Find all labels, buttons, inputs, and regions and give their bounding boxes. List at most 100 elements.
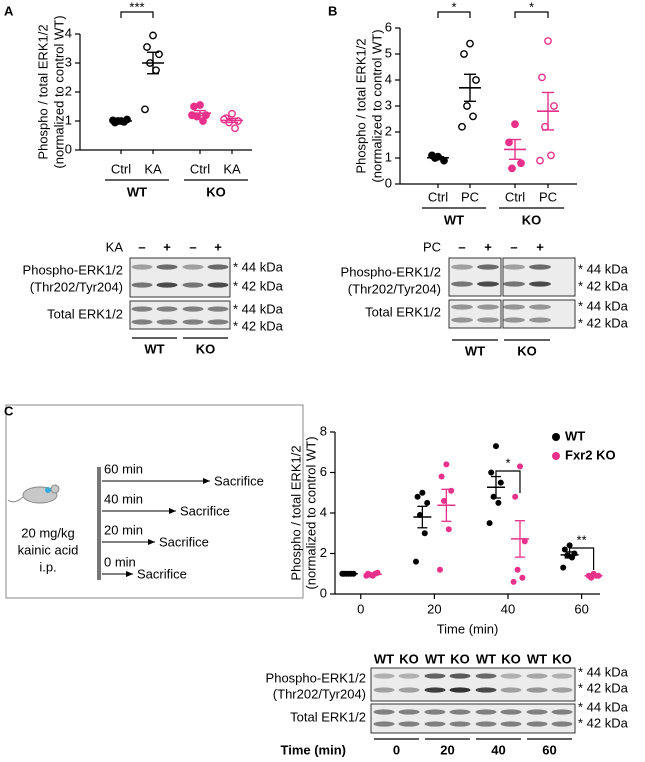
blot-band: [475, 687, 497, 693]
blot-band: [477, 304, 499, 310]
blot-image: [370, 703, 576, 734]
blot-band: [526, 721, 548, 727]
data-point: [143, 43, 151, 51]
group-label: WT: [127, 184, 147, 199]
blot-band: [477, 264, 499, 270]
blot-image: [502, 257, 576, 297]
size-label: * 44 kDa: [578, 664, 629, 679]
blot-image: [129, 300, 231, 330]
data-point: [424, 499, 431, 506]
blot-band: [500, 721, 522, 727]
blot-band: [526, 687, 548, 693]
y-axis-label: Phospho / total ERK1/2: [288, 445, 303, 580]
data-point: [544, 37, 552, 45]
step-time: 20 min: [104, 522, 143, 537]
data-point: [538, 73, 546, 82]
treatment-label: PC: [423, 239, 441, 254]
size-label: * 42 kDa: [233, 318, 284, 333]
legend-marker: [552, 452, 560, 460]
lane-label: –: [458, 239, 465, 254]
data-point: [228, 109, 236, 118]
step-label: Sacrifice: [180, 503, 230, 518]
blot-band: [156, 282, 178, 288]
blot-band: [131, 264, 153, 270]
data-point: [511, 120, 519, 129]
group-label: KO: [206, 184, 226, 199]
diagram-frame: [5, 404, 304, 599]
y-tick-label: 0: [385, 175, 392, 190]
data-point: [512, 493, 519, 500]
lane-label: +: [536, 239, 544, 254]
x-tick-label: 60: [574, 601, 588, 616]
blot-band: [424, 709, 446, 715]
legend-marker: [552, 433, 560, 441]
size-label: * 42 kDa: [578, 680, 629, 695]
blot-band: [156, 264, 178, 270]
y-axis-label: (normalized to control WT): [51, 15, 66, 168]
y-axis-label: (normalized to control WT): [303, 436, 318, 589]
blot-band: [551, 673, 573, 679]
blot-band: [182, 282, 204, 288]
data-point: [460, 50, 468, 58]
blot-band: [373, 709, 395, 715]
group-label: KO: [522, 212, 542, 227]
y-tick-label: 4: [385, 71, 392, 86]
dose-label: i.p.: [39, 559, 56, 574]
blot-band: [207, 306, 229, 312]
data-point: [231, 124, 239, 133]
significance-bracket: [437, 11, 471, 18]
blot-band: [131, 306, 153, 312]
y-axis-label: Phospho / total ERK1/2: [353, 38, 368, 173]
data-point: [517, 159, 525, 168]
data-point: [199, 117, 207, 125]
x-tick-label: 40: [501, 601, 515, 616]
lane-label: –: [189, 239, 196, 254]
blot-band: [526, 709, 548, 715]
blot-band: [500, 687, 522, 693]
group-label: WT: [444, 212, 464, 227]
data-point: [152, 66, 160, 75]
lane-label: KO: [552, 651, 572, 666]
dose-label: kainic acid: [18, 542, 79, 557]
lane-label: WT: [476, 651, 496, 666]
blot-axis-label: Time (min): [281, 742, 347, 757]
time-bar: [97, 467, 101, 580]
y-tick-label: 2: [320, 545, 327, 560]
significance-label: ***: [129, 0, 144, 14]
blot-band: [398, 687, 420, 693]
lane-label: +: [163, 239, 171, 254]
size-label: * 42 kDa: [578, 715, 629, 730]
blot-band: [424, 687, 446, 693]
x-tick-label: 0: [357, 601, 364, 616]
data-point: [492, 443, 499, 450]
data-point: [536, 156, 544, 165]
blot-band: [503, 281, 525, 287]
blot-band: [182, 306, 204, 312]
y-tick-label: 2: [65, 83, 72, 98]
blot-band: [449, 721, 471, 727]
data-point: [508, 164, 516, 173]
data-point: [440, 497, 447, 504]
y-tick-label: 1: [385, 149, 392, 164]
y-tick-label: 1: [65, 112, 72, 127]
data-point: [421, 530, 428, 537]
blot-band: [529, 264, 551, 270]
size-label: * 44 kDa: [578, 298, 629, 313]
row-label: Phospho-ERK1/2: [266, 670, 366, 685]
data-point: [443, 461, 450, 468]
group-label: KO: [196, 341, 216, 356]
y-tick-label: 2: [385, 123, 392, 138]
blot-band: [500, 709, 522, 715]
y-tick-label: 3: [65, 54, 72, 69]
step-label: Sacrifice: [159, 534, 209, 549]
blot-band: [451, 264, 473, 270]
blot-band: [529, 304, 551, 310]
blot-band: [475, 721, 497, 727]
data-point: [419, 489, 426, 496]
group-label: 40: [491, 742, 505, 757]
blot-band: [503, 304, 525, 310]
significance-bracket: [495, 470, 521, 493]
data-point: [463, 102, 471, 110]
lane-label: WT: [527, 651, 547, 666]
blot-band: [398, 709, 420, 715]
